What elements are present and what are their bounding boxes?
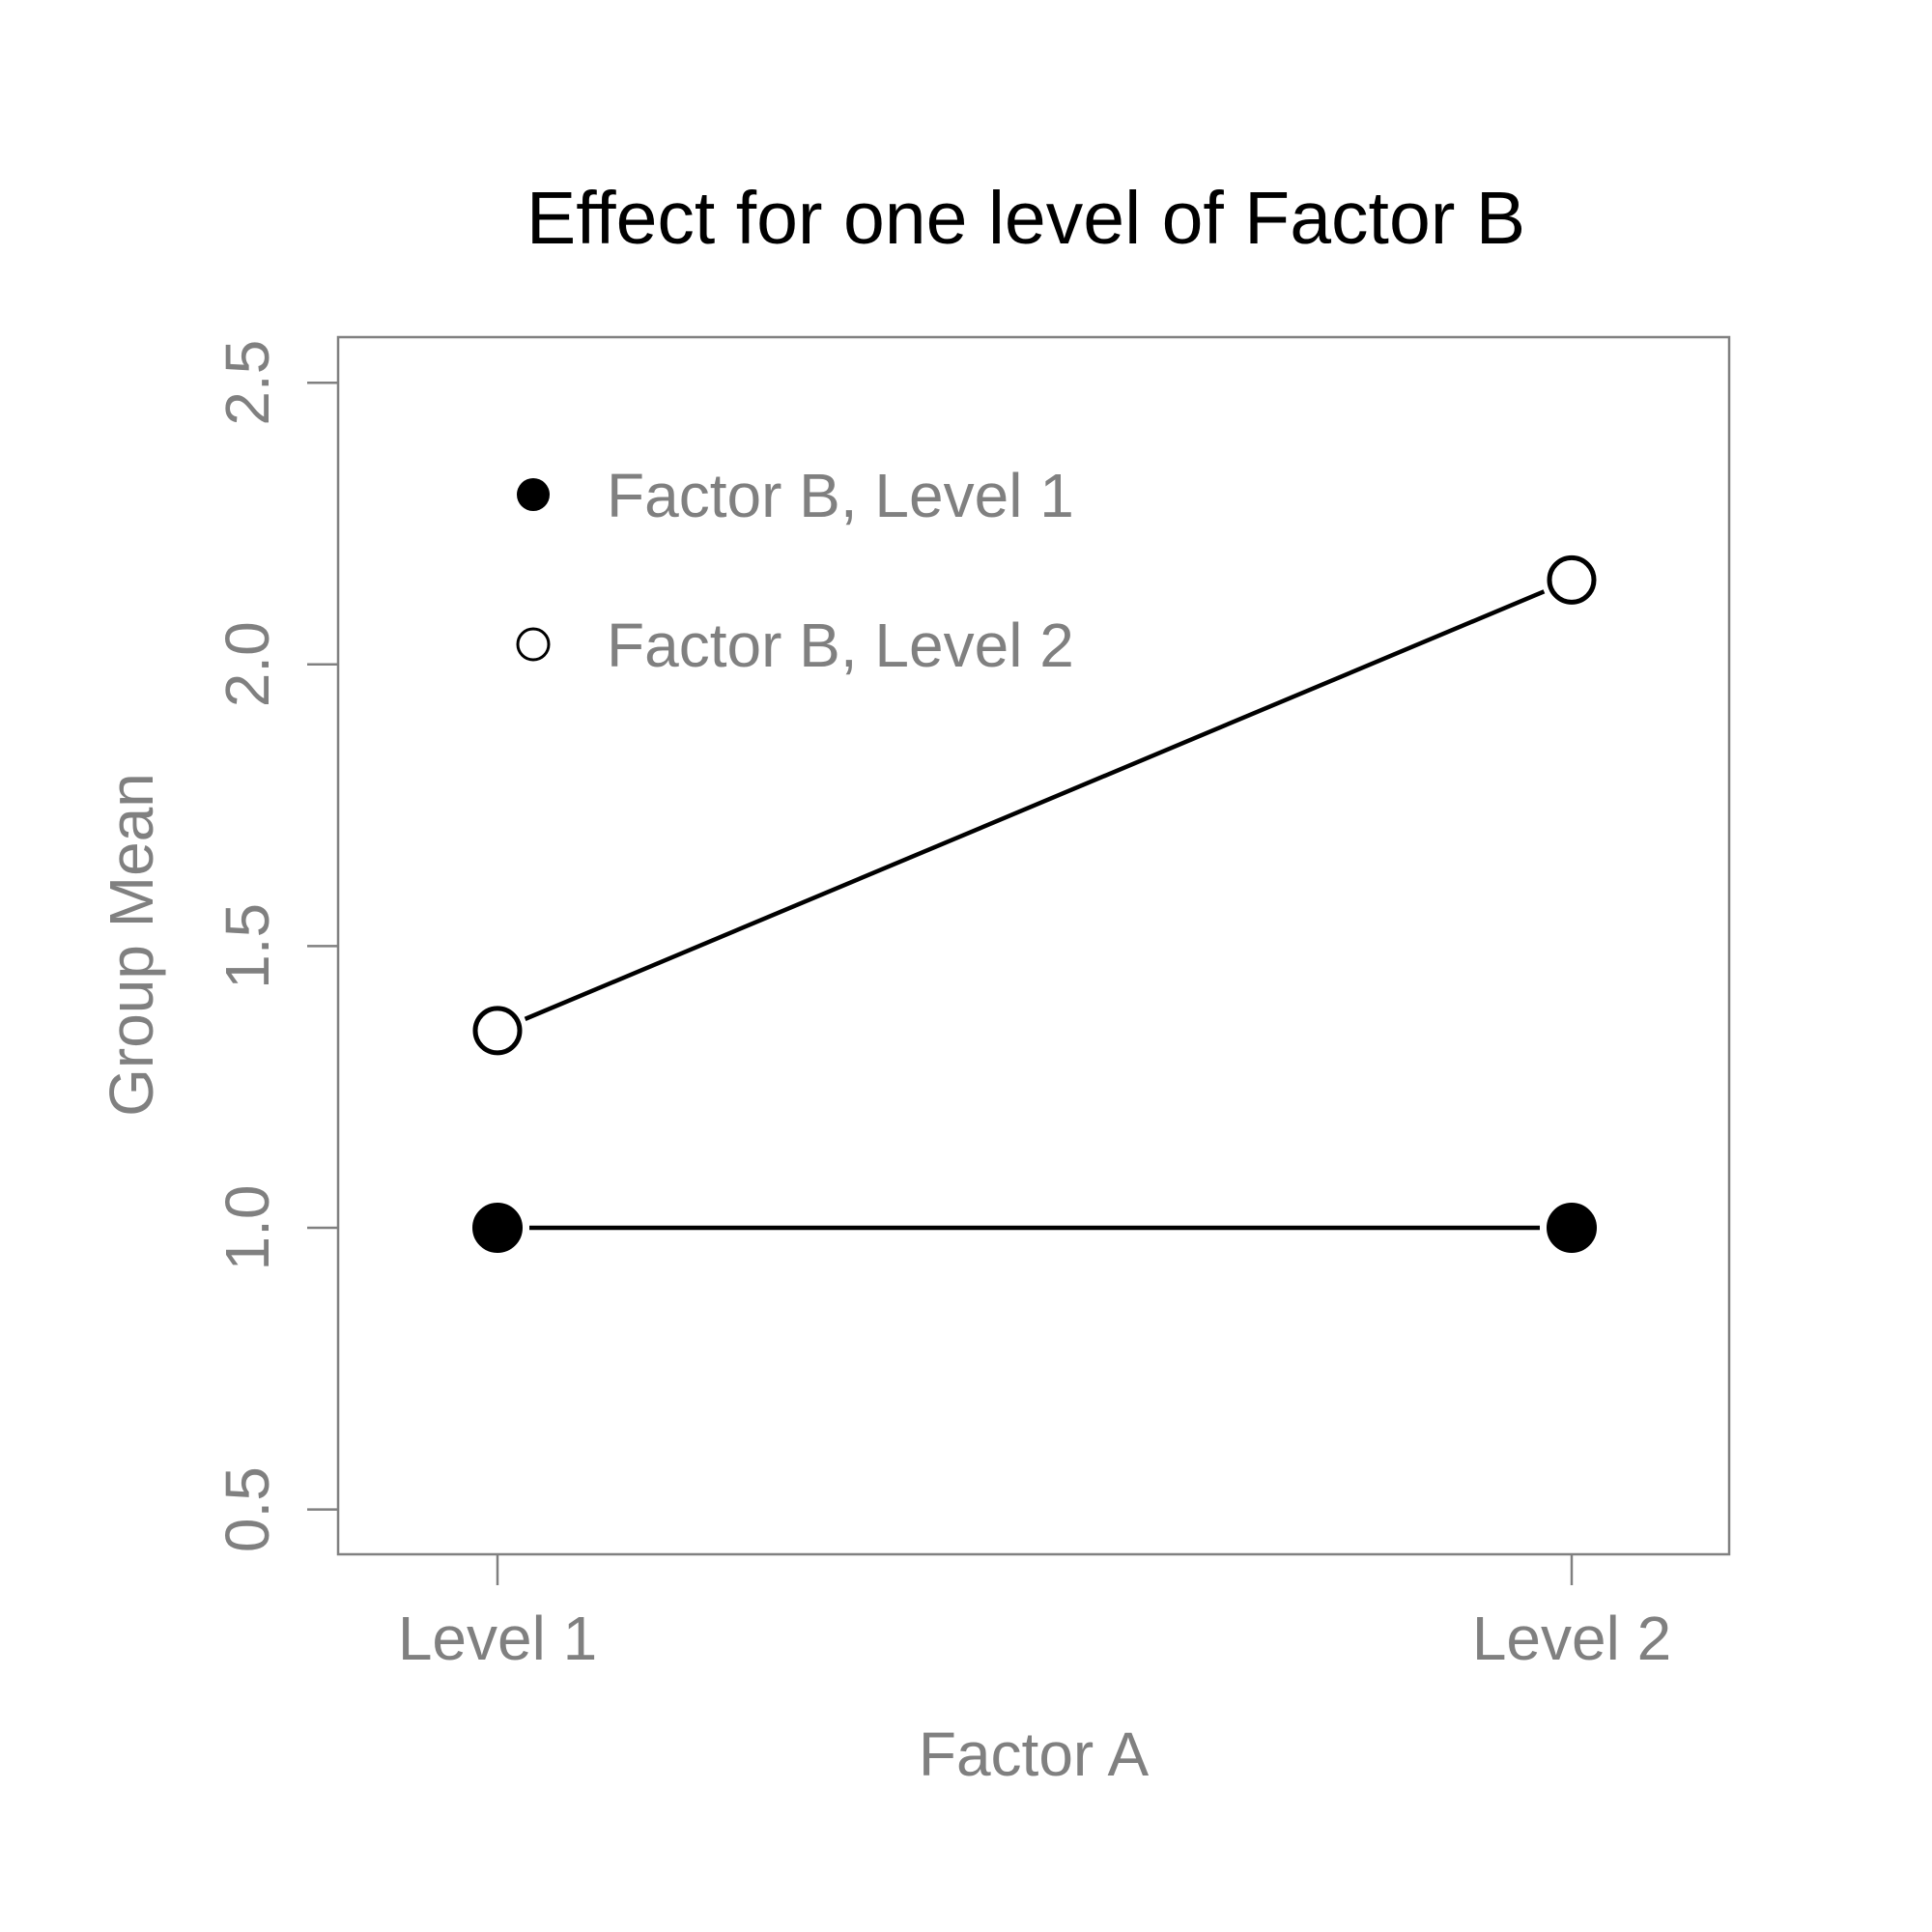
series-1-point [1547,1203,1597,1253]
x-tick-label: Level 2 [1472,1604,1671,1673]
y-tick-label: 2.5 [213,340,282,426]
x-tick-label: Level 1 [398,1604,597,1673]
y-axis: 0.5 1.0 1.5 2.0 2.5 [213,340,338,1552]
legend: Factor B, Level 1 Factor B, Level 2 [516,461,1074,680]
series-layer [472,554,1597,1253]
series-2-point [1547,554,1597,605]
x-axis: Level 1 Level 2 [398,1554,1671,1673]
legend-label-2: Factor B, Level 2 [607,611,1074,680]
series-1-point [472,1203,523,1253]
legend-marker-2 [516,627,551,662]
chart-title: Effect for one level of Factor B [526,177,1525,260]
y-tick-label: 1.5 [213,903,282,989]
y-tick-label: 2.0 [213,621,282,707]
legend-label-1: Factor B, Level 1 [607,461,1074,530]
legend-marker-1 [517,478,550,511]
series-2-line [524,589,1546,1021]
y-tick-label: 0.5 [213,1466,282,1552]
series-2-point [472,1006,523,1056]
y-tick-label: 1.0 [213,1185,282,1271]
y-axis-label: Group Mean [97,773,166,1117]
x-axis-label: Factor A [919,1719,1150,1789]
